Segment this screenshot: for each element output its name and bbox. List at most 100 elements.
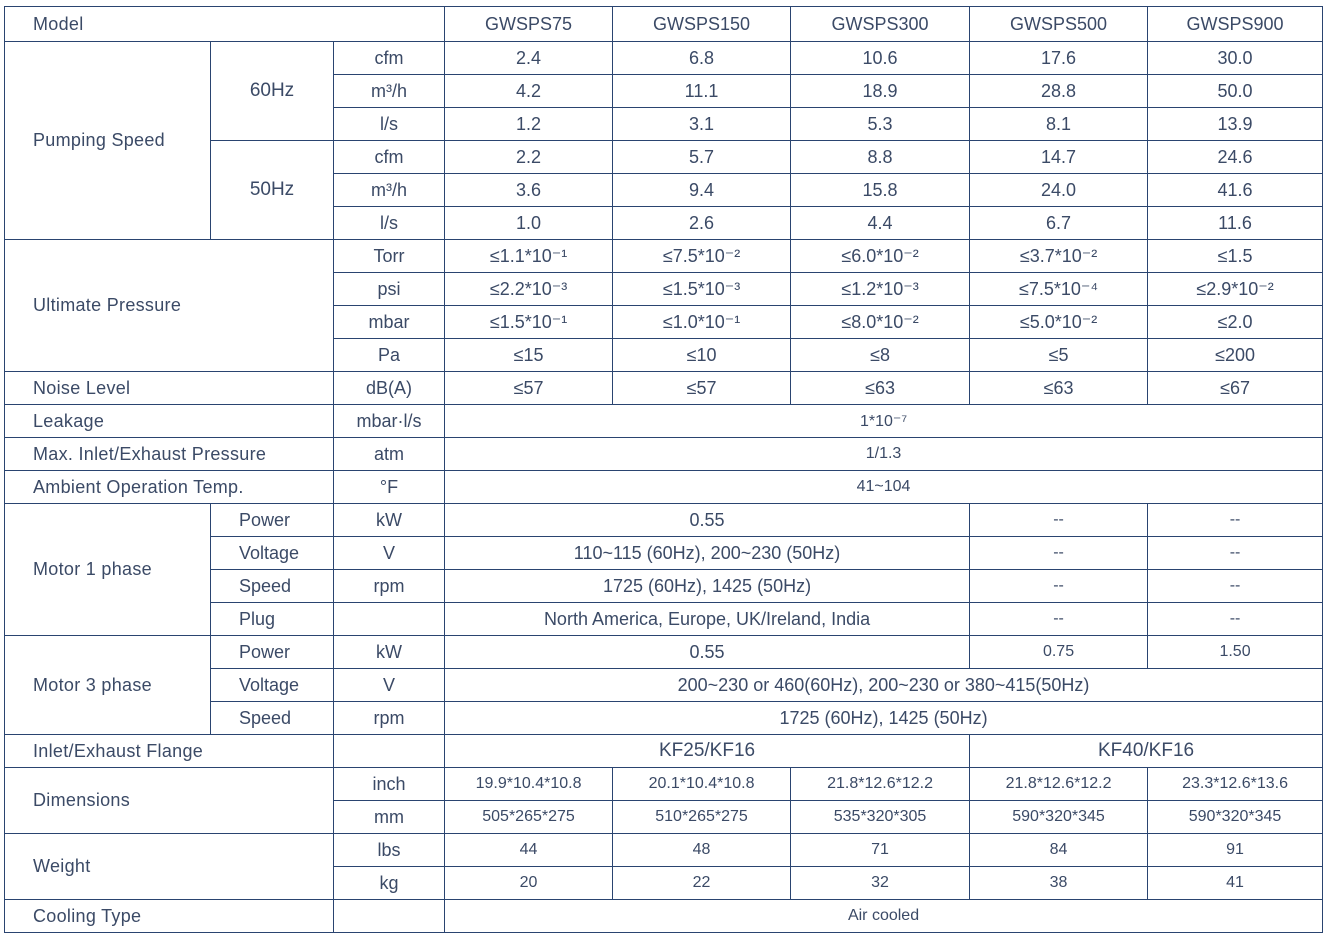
unit-cell: m³/h bbox=[332, 74, 446, 108]
value-cell: 21.8*12.6*12.2 bbox=[790, 767, 971, 801]
table-row: l/s 1.0 2.6 4.4 6.7 11.6 bbox=[5, 206, 1324, 240]
table-row: Ambient Operation Temp. °F 41~104 bbox=[4, 470, 1324, 504]
unit-cell bbox=[332, 602, 446, 636]
table-row: Ultimate Pressure Torr ≤1.1*10⁻¹ ≤7.5*10⁻² ≤… bbox=[4, 239, 1324, 372]
value-cell: ≤8.0*10⁻² bbox=[790, 305, 971, 339]
value-cell: 1.0 bbox=[444, 206, 614, 240]
value-cell: 11.6 bbox=[1147, 206, 1324, 240]
value-cell: 41 bbox=[1147, 866, 1324, 900]
value-cell: 2.2 bbox=[444, 140, 614, 174]
value-cell: ≤5.0*10⁻² bbox=[969, 305, 1149, 339]
row-label: Cooling Type bbox=[4, 899, 334, 933]
value-cell: 4.4 bbox=[790, 206, 971, 240]
table-row: Dimensions inch 19.9*10.4*10.8 20.1*10.4*10… bbox=[4, 767, 1324, 834]
value-cell: 0.55 bbox=[444, 503, 971, 537]
value-cell: 11.1 bbox=[612, 74, 792, 108]
row-label: Ambient Operation Temp. bbox=[4, 470, 334, 504]
param-label: Voltage bbox=[210, 536, 334, 570]
row-label: Motor 1 phase bbox=[4, 503, 211, 636]
value-cell: -- bbox=[1147, 536, 1324, 570]
value-cell: ≤63 bbox=[969, 371, 1149, 405]
table-row: Voltage V 200~230 or 460(60Hz), 200~230 or… bbox=[5, 668, 1324, 702]
unit-cell: V bbox=[332, 536, 446, 570]
table-row: Motor 1 phase Power kW 0.55 -- -- bbox=[4, 503, 1324, 636]
value-cell: -- bbox=[969, 503, 1149, 537]
value-cell: 44 bbox=[444, 833, 614, 867]
value-cell: 24.6 bbox=[1147, 140, 1324, 174]
value-cell: 20 bbox=[444, 866, 614, 900]
row-label: Dimensions bbox=[4, 767, 334, 834]
row-label: Weight bbox=[4, 833, 334, 900]
unit-cell: atm bbox=[332, 437, 446, 471]
model-header: GWSPS300 bbox=[790, 6, 971, 42]
unit-cell: m³/h bbox=[332, 173, 446, 207]
table-row: Cooling Type Air cooled bbox=[4, 899, 1324, 933]
value-cell: 8.1 bbox=[969, 107, 1149, 141]
unit-cell: V bbox=[332, 668, 446, 702]
model-header: GWSPS500 bbox=[969, 6, 1149, 42]
value-cell: ≤1.1*10⁻¹ bbox=[444, 239, 614, 273]
value-cell: 1725 (60Hz), 1425 (50Hz) bbox=[444, 569, 971, 603]
param-label: Power bbox=[210, 503, 334, 537]
value-cell: 5.7 bbox=[612, 140, 792, 174]
unit-cell: Torr bbox=[332, 239, 446, 273]
value-cell: 19.9*10.4*10.8 bbox=[444, 767, 614, 801]
value-cell: 30.0 bbox=[1147, 41, 1324, 75]
value-cell: ≤8 bbox=[790, 338, 971, 372]
param-label: Speed bbox=[210, 701, 334, 735]
unit-cell bbox=[332, 899, 446, 933]
param-label: Plug bbox=[210, 602, 334, 636]
value-cell: 32 bbox=[790, 866, 971, 900]
value-cell: ≤7.5*10⁻² bbox=[612, 239, 792, 273]
value-cell: 41~104 bbox=[444, 470, 1324, 504]
unit-cell: kW bbox=[332, 635, 446, 669]
value-cell: 17.6 bbox=[969, 41, 1149, 75]
value-cell: North America, Europe, UK/Ireland, India bbox=[444, 602, 971, 636]
value-cell: 1*10⁻⁷ bbox=[444, 404, 1324, 438]
unit-cell: mbar·l/s bbox=[332, 404, 446, 438]
row-label: Noise Level bbox=[4, 371, 334, 405]
unit-cell: inch bbox=[332, 767, 446, 801]
table-row: Voltage V 110~115 (60Hz), 200~230 (50Hz) --… bbox=[5, 536, 1324, 570]
value-cell: ≤5 bbox=[969, 338, 1149, 372]
unit-cell: lbs bbox=[332, 833, 446, 867]
value-cell: ≤3.7*10⁻² bbox=[969, 239, 1149, 273]
value-cell: ≤57 bbox=[444, 371, 614, 405]
unit-cell: cfm bbox=[332, 140, 446, 174]
value-cell: ≤1.5*10⁻³ bbox=[612, 272, 792, 306]
value-cell: 1/1.3 bbox=[444, 437, 1324, 471]
value-cell: ≤10 bbox=[612, 338, 792, 372]
unit-cell bbox=[332, 734, 446, 768]
value-cell: 200~230 or 460(60Hz), 200~230 or 380~415… bbox=[444, 668, 1324, 702]
value-cell: 3.6 bbox=[444, 173, 614, 207]
table-row: m³/h 3.6 9.4 15.8 24.0 41.6 bbox=[5, 173, 1324, 207]
value-cell: 10.6 bbox=[790, 41, 971, 75]
value-cell: KF40/KF16 bbox=[969, 734, 1324, 768]
value-cell: 41.6 bbox=[1147, 173, 1324, 207]
table-row: Pa ≤15 ≤10 ≤8 ≤5 ≤200 bbox=[5, 338, 1324, 372]
value-cell: -- bbox=[1147, 503, 1324, 537]
value-cell: 20.1*10.4*10.8 bbox=[612, 767, 792, 801]
model-label: Model bbox=[3, 6, 446, 42]
value-cell: -- bbox=[969, 536, 1149, 570]
value-cell: 510*265*275 bbox=[612, 800, 792, 834]
table-row: Noise Level dB(A) ≤57 ≤57 ≤63 ≤63 ≤67 bbox=[4, 371, 1324, 405]
unit-cell: kg bbox=[332, 866, 446, 900]
value-cell: ≤1.2*10⁻³ bbox=[790, 272, 971, 306]
param-label: Power bbox=[210, 635, 334, 669]
table-row: Pumping Speed 60Hz cfm 2.4 6.8 10.6 17.6 30.0 bbox=[4, 41, 1324, 240]
value-cell: 18.9 bbox=[790, 74, 971, 108]
value-cell: 22 bbox=[612, 866, 792, 900]
value-cell: 590*320*345 bbox=[969, 800, 1149, 834]
value-cell: 50.0 bbox=[1147, 74, 1324, 108]
row-label: Max. Inlet/Exhaust Pressure bbox=[4, 437, 334, 471]
value-cell: ≤1.0*10⁻¹ bbox=[612, 305, 792, 339]
value-cell: 3.1 bbox=[612, 107, 792, 141]
table-row: Max. Inlet/Exhaust Pressure atm 1/1.3 bbox=[4, 437, 1324, 471]
table-row: mbar ≤1.5*10⁻¹ ≤1.0*10⁻¹ ≤8.0*10⁻² ≤5.0*10⁻²… bbox=[5, 305, 1324, 339]
value-cell: 1725 (60Hz), 1425 (50Hz) bbox=[444, 701, 1324, 735]
value-cell: ≤200 bbox=[1147, 338, 1324, 372]
value-cell: 24.0 bbox=[969, 173, 1149, 207]
table-row: m³/h 4.2 11.1 18.9 28.8 50.0 bbox=[5, 74, 1324, 108]
value-cell: 21.8*12.6*12.2 bbox=[969, 767, 1149, 801]
